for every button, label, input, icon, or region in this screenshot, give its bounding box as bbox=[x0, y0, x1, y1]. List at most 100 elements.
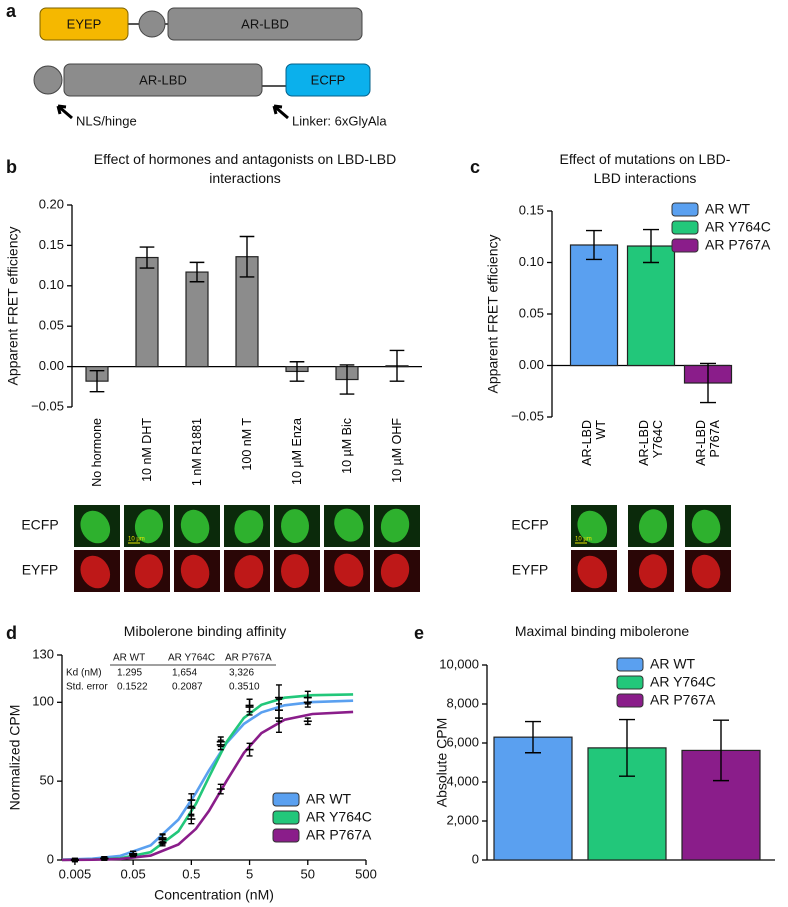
legend-swatch bbox=[272, 828, 300, 843]
error-bar bbox=[339, 364, 355, 395]
bar bbox=[626, 245, 676, 367]
annotation: NLS/hinge bbox=[76, 113, 137, 128]
y-tick-label: −0.05 bbox=[511, 408, 544, 423]
y-tick-label: −0.05 bbox=[31, 398, 64, 413]
nucleus bbox=[577, 555, 608, 589]
annotation: Linker: 6xGlyAla bbox=[292, 113, 387, 128]
y-tick-label: 0.05 bbox=[39, 318, 64, 333]
legend-label: AR WT bbox=[650, 656, 696, 672]
nucleus bbox=[334, 553, 364, 587]
table-header: AR Y764C bbox=[168, 653, 215, 664]
hinge bbox=[33, 65, 63, 95]
y-tick-label: 0.15 bbox=[519, 202, 544, 217]
error-bar bbox=[389, 349, 405, 382]
arrow bbox=[56, 104, 73, 120]
x-tick-label: 5 bbox=[246, 866, 253, 881]
channel-label: EYFP bbox=[512, 562, 549, 578]
ecfp-domain bbox=[285, 63, 371, 97]
y-tick-label: 0.00 bbox=[519, 357, 544, 372]
channel-label: ECFP bbox=[511, 517, 548, 533]
legend-swatch bbox=[671, 238, 699, 253]
legend-swatch bbox=[671, 202, 699, 217]
y-axis-label: Apparent FRET efficiency bbox=[5, 226, 21, 385]
legend-label: AR WT bbox=[306, 791, 352, 807]
hinge bbox=[138, 10, 166, 38]
legend-swatch bbox=[616, 657, 644, 672]
nucleus bbox=[380, 553, 410, 588]
lbd-domain bbox=[63, 63, 263, 97]
domain-label: ECFP bbox=[311, 72, 346, 87]
y-tick-label: 0.15 bbox=[39, 237, 64, 252]
error-bar bbox=[586, 229, 602, 261]
legend-swatch bbox=[272, 810, 300, 825]
x-tick-label: 100 nM T bbox=[240, 418, 254, 471]
chart-title: Effect of hormones and antagonists on LB… bbox=[93, 151, 397, 186]
y-tick-label: 0 bbox=[472, 851, 479, 866]
y-axis-label: Normalized CPM bbox=[7, 705, 23, 811]
table-row-label: Std. error bbox=[66, 682, 108, 693]
x-tick-label: 10 µM OHF bbox=[390, 418, 404, 483]
nucleus bbox=[691, 554, 721, 589]
chart-title: Maximal binding mibolerone bbox=[514, 623, 690, 639]
error-bar bbox=[619, 718, 635, 777]
panel-label: b bbox=[6, 157, 17, 177]
table-cell: 3,326 bbox=[229, 668, 254, 679]
nucleus bbox=[638, 554, 668, 589]
chart-title: Mibolerone binding affinity bbox=[123, 623, 287, 639]
y-tick-label: 0.10 bbox=[519, 254, 544, 269]
table-cell: 0.1522 bbox=[117, 682, 148, 693]
nucleus bbox=[691, 509, 721, 544]
x-tick-label: 10 nM DHT bbox=[140, 418, 154, 482]
legend-swatch bbox=[616, 675, 644, 690]
bar bbox=[185, 271, 209, 368]
nucleus bbox=[638, 509, 668, 544]
legend-label: AR WT bbox=[705, 201, 751, 217]
arrow bbox=[272, 104, 289, 120]
nucleus bbox=[80, 555, 111, 589]
fit-curve bbox=[61, 699, 354, 861]
y-tick-label: 100 bbox=[32, 694, 54, 709]
domain-label: AR-LBD bbox=[241, 16, 289, 31]
eyfp-domain bbox=[39, 7, 129, 41]
panel-label: c bbox=[470, 157, 480, 177]
legend-label: AR P767A bbox=[306, 827, 372, 843]
y-tick-label: 50 bbox=[40, 773, 54, 788]
x-tick-label: 1 nM R1881 bbox=[190, 418, 204, 487]
error-bar bbox=[139, 246, 155, 269]
nucleus bbox=[134, 509, 164, 544]
x-tick-label: 0.005 bbox=[59, 866, 92, 881]
panel-label: d bbox=[6, 623, 17, 643]
nucleus bbox=[577, 510, 608, 544]
panel-label: a bbox=[6, 1, 17, 21]
x-tick-label: 10 µM Enza bbox=[290, 418, 304, 485]
nucleus bbox=[334, 508, 364, 542]
bar bbox=[569, 244, 619, 367]
table-row-label: Kd (nM) bbox=[66, 668, 102, 679]
bar bbox=[135, 256, 159, 368]
legend-swatch bbox=[272, 792, 300, 807]
error-bar bbox=[89, 369, 105, 393]
error-bar bbox=[239, 235, 255, 278]
y-tick-label: 130 bbox=[32, 646, 54, 661]
legend-label: AR P767A bbox=[705, 237, 771, 253]
error-bar bbox=[189, 261, 205, 283]
channel-label: ECFP bbox=[21, 517, 58, 533]
nucleus bbox=[380, 508, 410, 543]
table-header: AR WT bbox=[113, 653, 145, 664]
x-tick-label: 500 bbox=[355, 866, 377, 881]
panel-label: e bbox=[414, 623, 424, 643]
scale-bar-label: 10 µm bbox=[575, 537, 592, 543]
domain-label: EYEP bbox=[67, 16, 102, 31]
x-tick-label: No hormone bbox=[90, 418, 104, 487]
legend-swatch bbox=[616, 693, 644, 708]
nucleus bbox=[280, 554, 310, 589]
x-tick-label: 50 bbox=[301, 866, 315, 881]
y-tick-label: 8,000 bbox=[446, 695, 479, 710]
table-cell: 0.3510 bbox=[229, 682, 260, 693]
chart-title: Effect of mutations on LBD-LBD interacti… bbox=[559, 151, 731, 186]
table-header: AR P767A bbox=[225, 653, 272, 664]
x-tick-label: 0.5 bbox=[182, 866, 200, 881]
table-cell: 0.2087 bbox=[172, 682, 203, 693]
y-tick-label: 0.00 bbox=[39, 358, 64, 373]
